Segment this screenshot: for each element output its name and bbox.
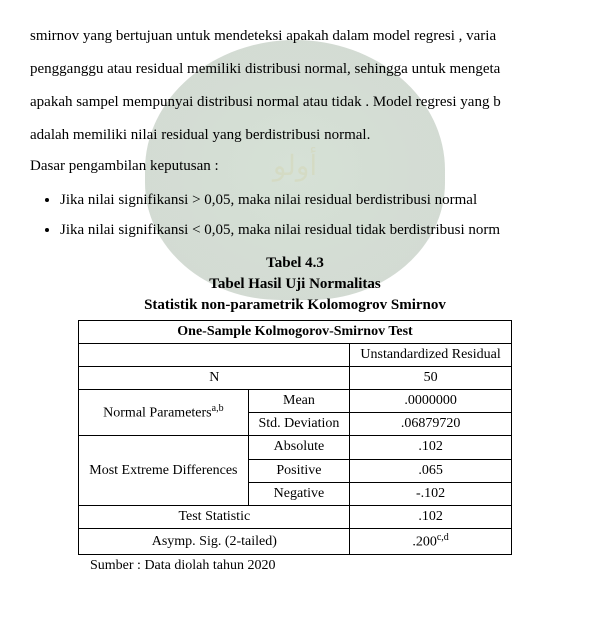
row-ts-value: .102 <box>350 506 511 529</box>
row-pos-value: .065 <box>350 459 511 482</box>
bullet-item-2: Jika nilai signifikansi < 0,05, maka nil… <box>60 215 560 245</box>
row-asymp-value: .200c,d <box>350 529 511 555</box>
row-pos-label: Positive <box>248 459 350 482</box>
table-source: Sumber : Data diolah tahun 2020 <box>90 557 560 575</box>
asymp-val-text: .200 <box>412 535 437 550</box>
blank-cell <box>79 343 350 366</box>
body-line-4: adalah memiliki nilai residual yang berd… <box>30 119 560 152</box>
body-line-2: pengganggu atau residual memiliki distri… <box>30 53 560 86</box>
table-title: One-Sample Kolmogorov-Smirnov Test <box>79 320 512 343</box>
row-neg-label: Negative <box>248 482 350 505</box>
col-header-residual: Unstandardized Residual <box>350 343 511 366</box>
np-label-sup: a,b <box>212 403 224 414</box>
body-line-3: apakah sampel mempunyai distribusi norma… <box>30 86 560 119</box>
row-neg-value: -.102 <box>350 482 511 505</box>
body-line-1: smirnov yang bertujuan untuk mendeteksi … <box>30 20 560 53</box>
asymp-val-sup: c,d <box>437 532 449 543</box>
row-std-value: .06879720 <box>350 413 511 436</box>
caption-line-3: Statistik non-parametrik Kolomogrov Smir… <box>144 297 446 313</box>
row-asymp-label: Asymp. Sig. (2-tailed) <box>79 529 350 555</box>
np-label-text: Normal Parameters <box>103 406 211 421</box>
page-content: smirnov yang bertujuan untuk mendeteksi … <box>30 20 560 575</box>
row-abs-label: Absolute <box>248 436 350 459</box>
ks-test-table: One-Sample Kolmogorov-Smirnov Test Unsta… <box>78 320 512 556</box>
row-normal-params-label: Normal Parametersa,b <box>79 390 248 436</box>
row-mean-label: Mean <box>248 390 350 413</box>
bullet-list: Jika nilai signifikansi > 0,05, maka nil… <box>30 185 560 245</box>
row-mean-value: .0000000 <box>350 390 511 413</box>
bullet-item-1: Jika nilai signifikansi > 0,05, maka nil… <box>60 185 560 215</box>
row-n-label: N <box>79 366 350 389</box>
body-line-5: Dasar pengambilan keputusan : <box>30 152 560 181</box>
table-caption: Tabel 4.3 Tabel Hasil Uji Normalitas Sta… <box>30 253 560 316</box>
caption-line-2: Tabel Hasil Uji Normalitas <box>209 276 381 292</box>
row-std-label: Std. Deviation <box>248 413 350 436</box>
row-n-value: 50 <box>350 366 511 389</box>
row-med-label: Most Extreme Differences <box>79 436 248 506</box>
row-ts-label: Test Statistic <box>79 506 350 529</box>
row-abs-value: .102 <box>350 436 511 459</box>
caption-line-1: Tabel 4.3 <box>266 255 324 271</box>
